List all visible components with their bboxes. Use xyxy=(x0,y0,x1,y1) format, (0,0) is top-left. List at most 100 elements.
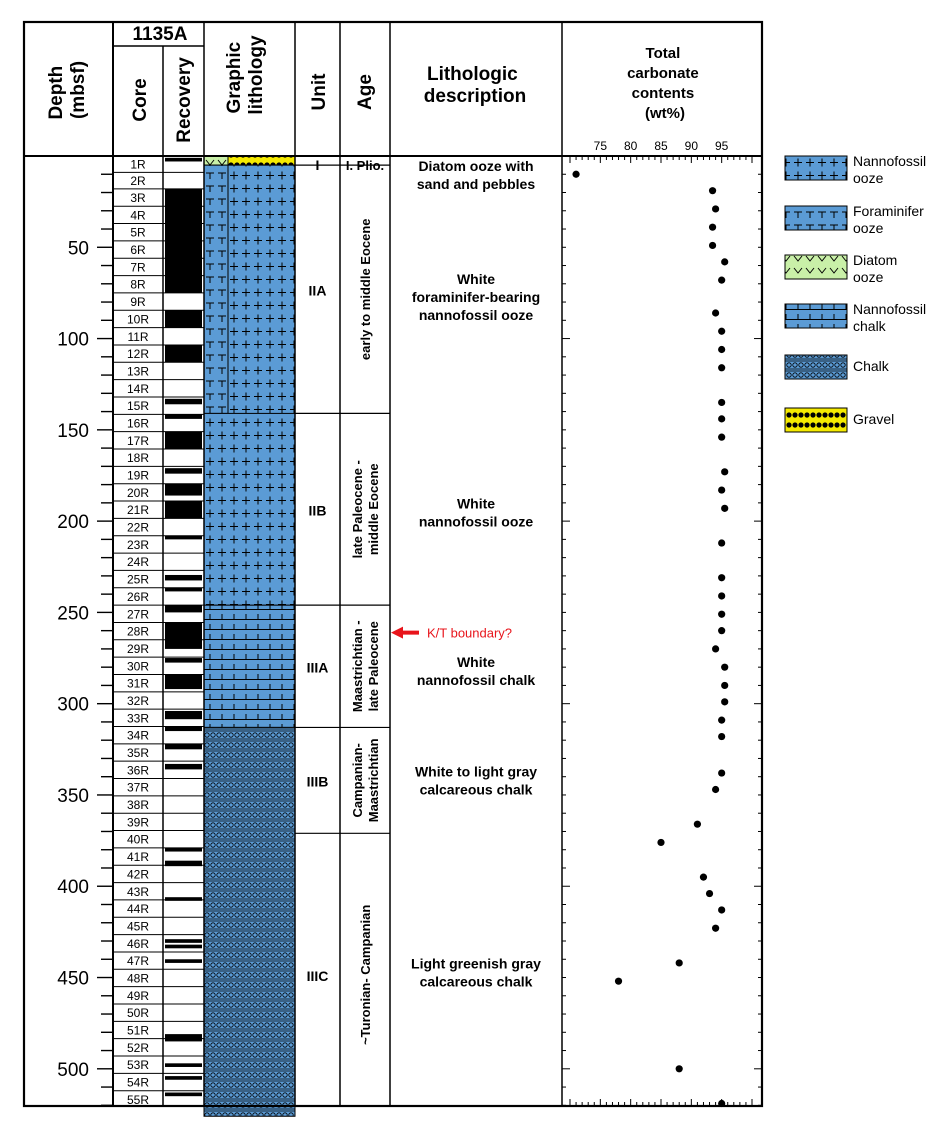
core-label: 13R xyxy=(127,364,149,378)
depth-tick-label: 350 xyxy=(57,786,89,807)
legend-label-line1: Nannofossil xyxy=(853,153,926,169)
age-label-line: middle Eocene xyxy=(366,463,381,555)
age-label-line: late Paleocene xyxy=(366,621,381,711)
depth-tick-label: 100 xyxy=(57,330,89,351)
description-line: White to light gray xyxy=(415,763,537,779)
recovery-interval xyxy=(165,344,202,363)
core-label: 15R xyxy=(127,399,149,413)
core-label: 31R xyxy=(127,677,149,691)
core-label: 42R xyxy=(127,867,149,881)
recovery-interval xyxy=(165,1034,202,1042)
core-label: 23R xyxy=(127,538,149,552)
recovery-interval xyxy=(165,1076,202,1080)
age-label-line: Maastrichtian xyxy=(366,738,381,822)
carbonate-data-point xyxy=(708,187,717,195)
lithologic-description: White nannofossil chalk xyxy=(417,654,535,688)
recovery-interval xyxy=(165,897,202,901)
carbonate-data-point xyxy=(614,977,623,985)
depth-header-line1: Depth xyxy=(46,66,67,120)
carb-header-line3: contents xyxy=(632,85,695,102)
carbonate-header: Total carbonate contents (wt%) xyxy=(627,45,703,122)
core-label: 16R xyxy=(127,416,149,430)
carbonate-data-point xyxy=(718,716,726,724)
recovery-interval xyxy=(165,710,202,720)
legend-label-line1: Nannofossil xyxy=(853,301,926,317)
age-label: ~Turonian- Campanian xyxy=(358,905,373,1045)
core-label: 8R xyxy=(130,278,146,292)
carbonate-data-point xyxy=(718,486,726,494)
legend-label: Nannofossil chalk xyxy=(853,301,926,334)
table-frame xyxy=(22,20,764,1108)
recovery-interval xyxy=(165,535,202,540)
carbonate-data-point xyxy=(675,959,683,967)
carb-x-tick-label: 85 xyxy=(654,139,668,153)
lithology-chalk xyxy=(203,726,296,1117)
recovery-interval xyxy=(165,501,202,519)
core-label: 40R xyxy=(127,833,149,847)
core-label: 45R xyxy=(127,919,149,933)
legend-label-line1: Gravel xyxy=(853,411,894,427)
carbonate-data-point xyxy=(712,205,720,213)
legend-label-line1: Chalk xyxy=(853,358,890,374)
site-label: 1135A xyxy=(133,24,188,45)
core-label: 37R xyxy=(127,781,149,795)
legend-label-line2: chalk xyxy=(853,318,887,334)
unit-label: IIIB xyxy=(307,773,329,789)
carbonate-data-point xyxy=(718,906,726,914)
age-label-line: Maastrichtian - xyxy=(350,620,365,712)
core-label: 49R xyxy=(127,989,149,1003)
depth-tick-label: 500 xyxy=(57,1060,89,1081)
legend-label-line1: Foraminifer xyxy=(853,203,924,219)
carbonate-data-point xyxy=(718,433,726,441)
litho-header-line1: Lithologic xyxy=(427,64,518,85)
recovery-interval xyxy=(165,726,202,732)
core-label: 27R xyxy=(127,607,149,621)
kt-arrow xyxy=(391,626,419,639)
recovery-interval xyxy=(165,605,202,613)
depth-tick-label: 250 xyxy=(57,603,89,624)
graphic-header-line2: lithology xyxy=(246,35,267,115)
core-label: 17R xyxy=(127,434,149,448)
recovery-interval xyxy=(165,763,202,770)
legend-label-line1: Diatom xyxy=(853,252,897,268)
recovery-interval xyxy=(165,431,202,450)
core-label: 54R xyxy=(127,1076,149,1090)
age-label: late Paleocene -middle Eocene xyxy=(350,460,381,558)
carbonate-data-point xyxy=(712,924,720,932)
depth-tick-label: 50 xyxy=(68,238,89,259)
depth-header-line2: (mbsf) xyxy=(68,61,89,119)
graphic-lithology-header: Graphic lithology xyxy=(224,35,267,115)
depth-tick-label: 300 xyxy=(57,695,89,716)
carbonate-data-point xyxy=(657,838,665,847)
carbonate-data-point xyxy=(718,415,726,423)
description-line: calcareous chalk xyxy=(420,781,533,797)
core-label: 19R xyxy=(127,469,149,483)
carbonate-data-point xyxy=(718,327,726,335)
carbonate-data-point xyxy=(718,398,726,407)
recovery-interval xyxy=(165,414,202,419)
lithologic-description: White nannofossil ooze xyxy=(419,495,534,529)
carbonate-data-point xyxy=(712,785,720,794)
lithologic-description: White to light gray calcareous chalk xyxy=(415,763,537,797)
lithologic-description: White foraminifer-bearing nannofossil ooze xyxy=(412,271,540,323)
core-label: 26R xyxy=(127,590,149,604)
description-line: foraminifer-bearing xyxy=(412,289,540,305)
age-label: Maastrichtian -late Paleocene xyxy=(350,620,381,712)
carbonate-plot: 75 80 85 90 95 xyxy=(562,139,762,1108)
legend-label: Nannofossil ooze xyxy=(853,153,926,186)
age-label: early to middle Eocene xyxy=(358,218,373,360)
carbonate-data-point xyxy=(718,276,726,284)
core-label: 30R xyxy=(127,659,149,673)
core-label: 12R xyxy=(127,347,149,361)
carbonate-data-point xyxy=(718,610,726,618)
core-label: 53R xyxy=(127,1058,149,1072)
core-label: 46R xyxy=(127,937,149,951)
carbonate-data-point xyxy=(708,241,717,250)
kt-boundary-label: K/T boundary? xyxy=(427,626,512,641)
recovery-interval xyxy=(165,483,202,496)
carb-header-line1: Total xyxy=(646,45,681,62)
core-label: 50R xyxy=(127,1006,149,1020)
recovery-interval xyxy=(165,959,202,963)
